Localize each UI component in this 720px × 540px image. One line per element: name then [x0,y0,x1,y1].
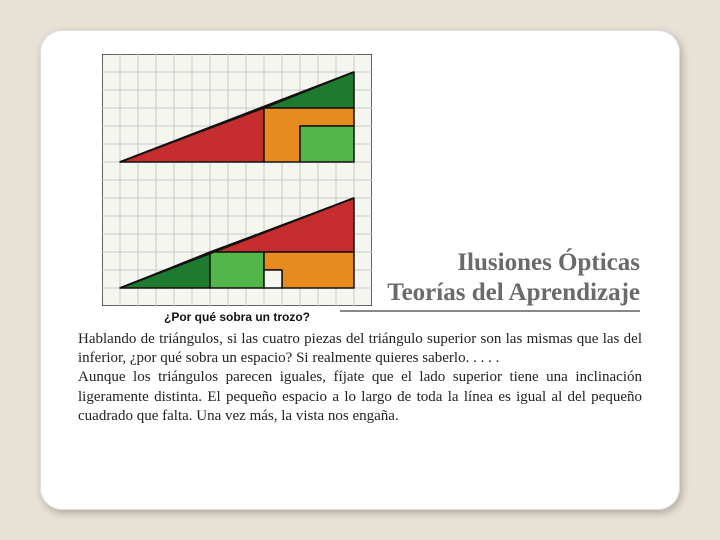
title-underline [340,310,640,312]
paragraph-2: Aunque los triángulos parecen iguales, f… [78,369,642,423]
triangle-figure: ¿Por qué sobra un trozo? [102,54,372,324]
title-line-2: Teorías del Aprendizaje [340,278,640,308]
paragraph-1: Hablando de triángulos, si las cuatro pi… [78,331,642,366]
figure-caption: ¿Por qué sobra un trozo? [102,310,372,324]
title-line-1: Ilusiones Ópticas [340,248,640,278]
body-text: Hablando de triángulos, si las cuatro pi… [78,330,642,426]
title-block: Ilusiones Ópticas Teorías del Aprendizaj… [340,248,640,312]
slide: ¿Por qué sobra un trozo? Ilusiones Óptic… [40,30,680,510]
